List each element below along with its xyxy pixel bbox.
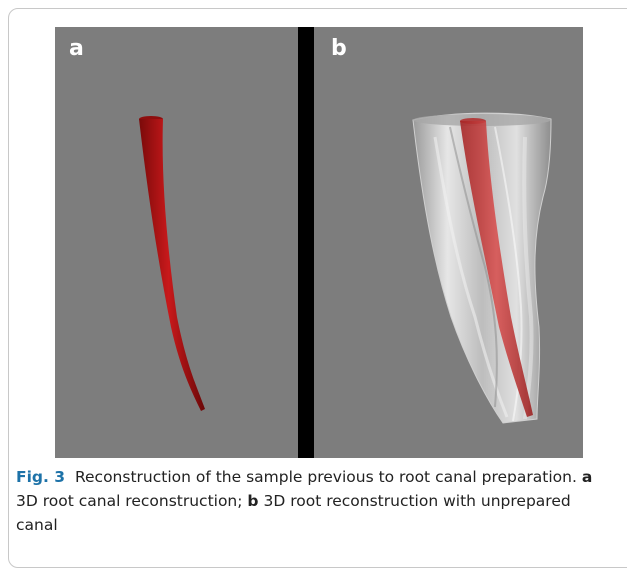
figure-artwork	[139, 112, 552, 424]
figure-image: a b	[55, 27, 583, 458]
caption-intro: Reconstruction of the sample previous to…	[74, 468, 577, 486]
panel-b-canal	[460, 118, 533, 417]
panel-a-canal	[139, 116, 205, 411]
caption-fig-label: Fig. 3	[16, 468, 66, 486]
caption-b-label: b	[247, 492, 259, 510]
figure-caption: Fig. 3 Reconstruction of the sample prev…	[16, 465, 616, 537]
caption-a-text: 3D root canal reconstruction;	[16, 492, 243, 510]
panel-a-label: a	[69, 36, 84, 61]
panel-divider	[298, 27, 314, 458]
caption-a-label: a	[581, 468, 593, 486]
caption-b-text: 3D root reconstruction with unprepared c…	[16, 492, 571, 534]
panel-b-label: b	[331, 36, 347, 61]
